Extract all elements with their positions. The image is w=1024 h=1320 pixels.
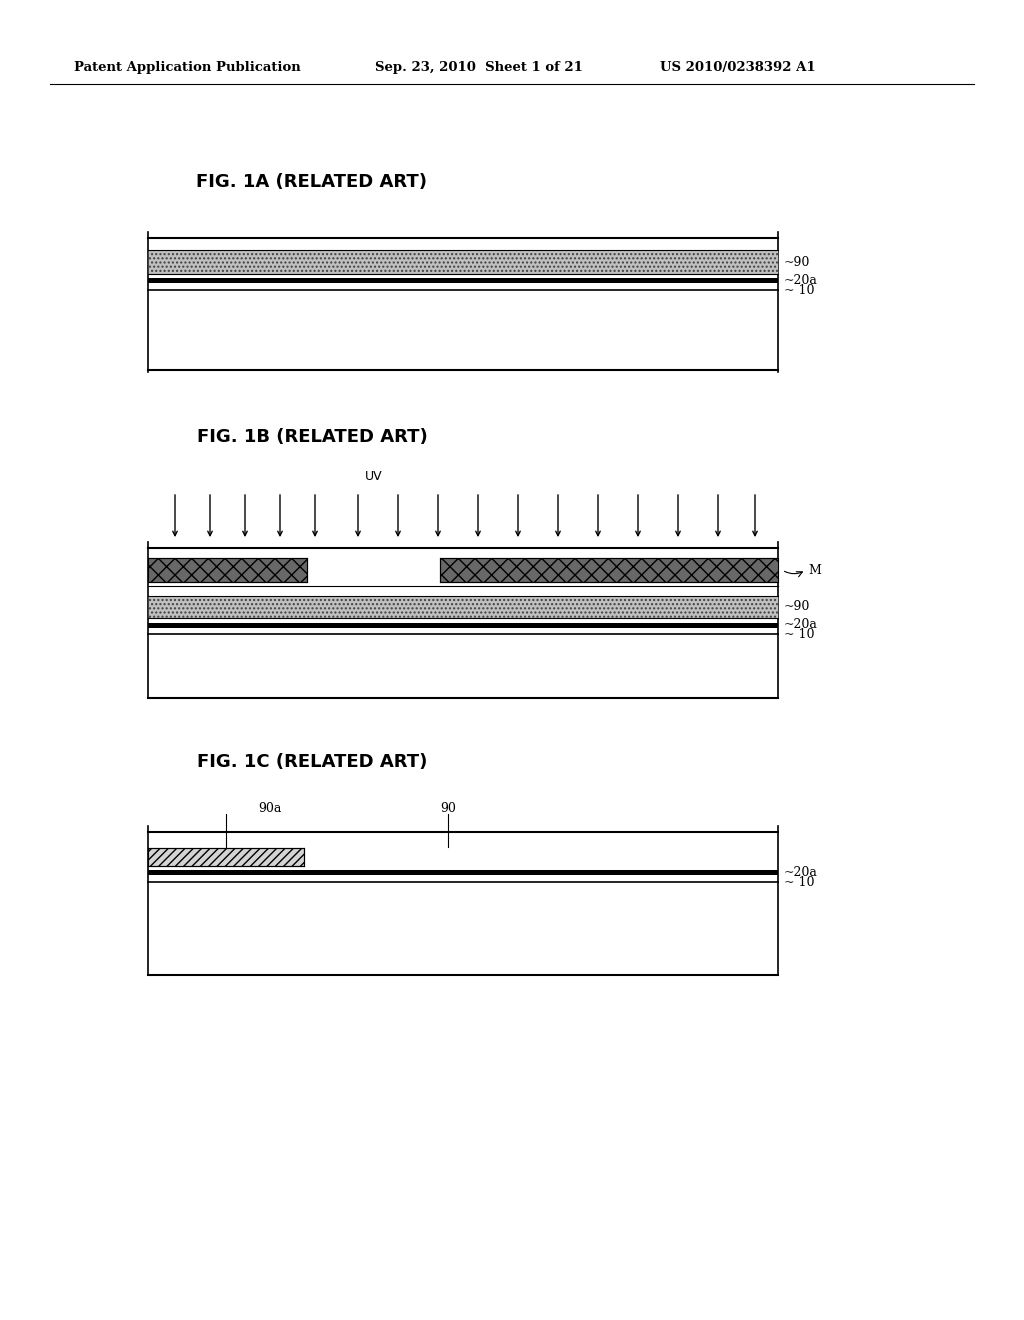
Bar [148,279,778,282]
Text: 90: 90 [440,801,456,814]
Text: ~ 10: ~ 10 [784,875,814,888]
Text: UV: UV [365,470,383,483]
Text: US 2010/0238392 A1: US 2010/0238392 A1 [660,61,816,74]
Text: ~20a: ~20a [784,273,818,286]
Bar [148,597,778,618]
Text: ~90: ~90 [784,256,810,268]
Text: ~ 10: ~ 10 [784,627,814,640]
Text: FIG. 1A (RELATED ART): FIG. 1A (RELATED ART) [197,173,427,191]
Text: Sep. 23, 2010  Sheet 1 of 21: Sep. 23, 2010 Sheet 1 of 21 [375,61,583,74]
Bar [148,558,307,582]
Text: M: M [808,564,821,577]
Text: ~90: ~90 [784,601,810,614]
Bar [148,870,778,875]
Bar [148,847,304,866]
Bar [148,249,778,275]
Bar [148,623,778,628]
Text: FIG. 1C (RELATED ART): FIG. 1C (RELATED ART) [197,752,427,771]
Text: ~ 10: ~ 10 [784,284,814,297]
Text: ~20a: ~20a [784,866,818,879]
Bar [440,558,778,582]
Text: FIG. 1B (RELATED ART): FIG. 1B (RELATED ART) [197,428,427,446]
Text: ~20a: ~20a [784,619,818,631]
Text: 90a: 90a [258,801,282,814]
Text: Patent Application Publication: Patent Application Publication [74,61,301,74]
